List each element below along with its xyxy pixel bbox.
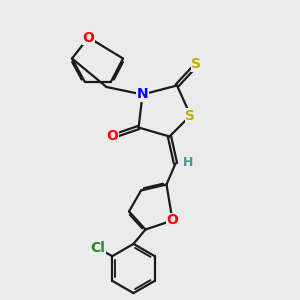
Text: N: N — [137, 88, 148, 101]
Text: S: S — [191, 58, 202, 71]
Text: O: O — [106, 130, 119, 143]
Text: Cl: Cl — [91, 241, 105, 255]
Text: O: O — [167, 214, 178, 227]
Text: S: S — [185, 109, 196, 122]
Text: O: O — [82, 31, 94, 44]
Text: H: H — [183, 155, 193, 169]
